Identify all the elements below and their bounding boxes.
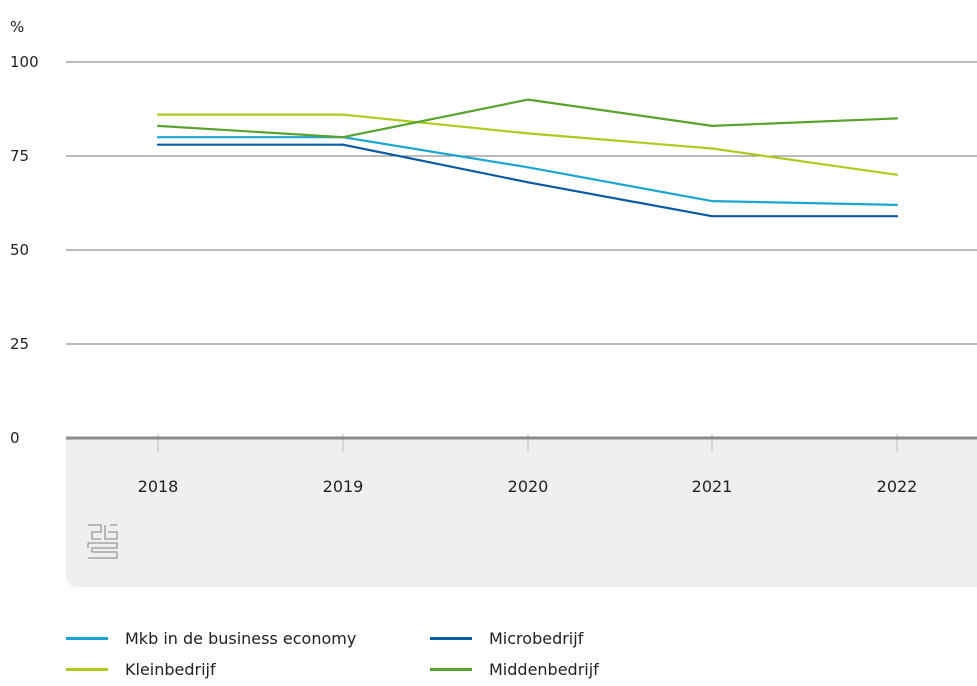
cbs-logo-icon: [87, 524, 118, 559]
data-point: [710, 200, 714, 203]
data-point: [895, 215, 899, 218]
data-point: [710, 215, 714, 218]
legend-label-kleinbedrijf: Kleinbedrijf: [125, 659, 216, 679]
data-point: [341, 143, 345, 146]
grid-lines: [66, 61, 977, 345]
data-point: [710, 147, 714, 150]
data-point: [526, 132, 530, 135]
data-point: [156, 124, 160, 127]
y-tick-label: 50: [10, 241, 29, 259]
y-tick-label: 100: [10, 53, 39, 71]
data-point: [156, 136, 160, 139]
data-point: [895, 203, 899, 206]
x-axis-band: [66, 437, 977, 587]
legend-item-mkb: Mkb in de business economy: [66, 625, 356, 651]
data-point: [710, 124, 714, 127]
data-point: [341, 136, 345, 139]
series-mkb-in-de-business-economy: [156, 136, 899, 206]
y-tick-label: 0: [10, 429, 20, 447]
data-point: [341, 113, 345, 116]
legend-swatch-mkb: [66, 636, 108, 640]
data-point: [156, 143, 160, 146]
series-microbedrijf: [156, 143, 899, 218]
legend-label-microbedrijf: Microbedrijf: [489, 628, 584, 648]
x-tick-labels: 2018 2019 2020 2021 2022: [138, 477, 918, 496]
data-point: [526, 98, 530, 101]
x-tick-label: 2020: [508, 477, 549, 496]
x-tick-label: 2022: [877, 477, 918, 496]
series-kleinbedrijf: [156, 113, 899, 176]
legend: Mkb in de business economy Microbedrijf …: [66, 622, 766, 682]
series-line: [158, 136, 898, 206]
x-tick-label: 2019: [323, 477, 364, 496]
series-line: [157, 98, 898, 139]
legend-swatch-middenbedrijf: [430, 667, 472, 671]
legend-swatch-kleinbedrijf: [66, 667, 108, 671]
legend-item-kleinbedrijf: Kleinbedrijf: [66, 656, 216, 682]
legend-item-middenbedrijf: Middenbedrijf: [430, 656, 599, 682]
data-point: [156, 113, 160, 116]
series-line: [158, 143, 897, 218]
x-tick-label: 2021: [692, 477, 733, 496]
data-point: [526, 181, 530, 184]
y-tick-labels: 0 25 50 75 100: [10, 53, 39, 447]
data-point: [526, 166, 530, 169]
series-lines: [156, 98, 899, 218]
x-tick-label: 2018: [138, 477, 179, 496]
legend-item-microbedrijf: Microbedrijf: [430, 625, 583, 651]
series-middenbedrijf: [156, 98, 899, 139]
legend-swatch-microbedrijf: [430, 636, 472, 640]
legend-label-mkb: Mkb in de business economy: [125, 628, 357, 648]
data-point: [895, 173, 899, 176]
y-tick-label: 25: [10, 335, 29, 353]
data-point: [895, 117, 899, 120]
y-tick-label: 75: [10, 147, 29, 165]
y-axis-label: %: [10, 18, 24, 36]
legend-label-middenbedrijf: Middenbedrijf: [489, 659, 599, 679]
